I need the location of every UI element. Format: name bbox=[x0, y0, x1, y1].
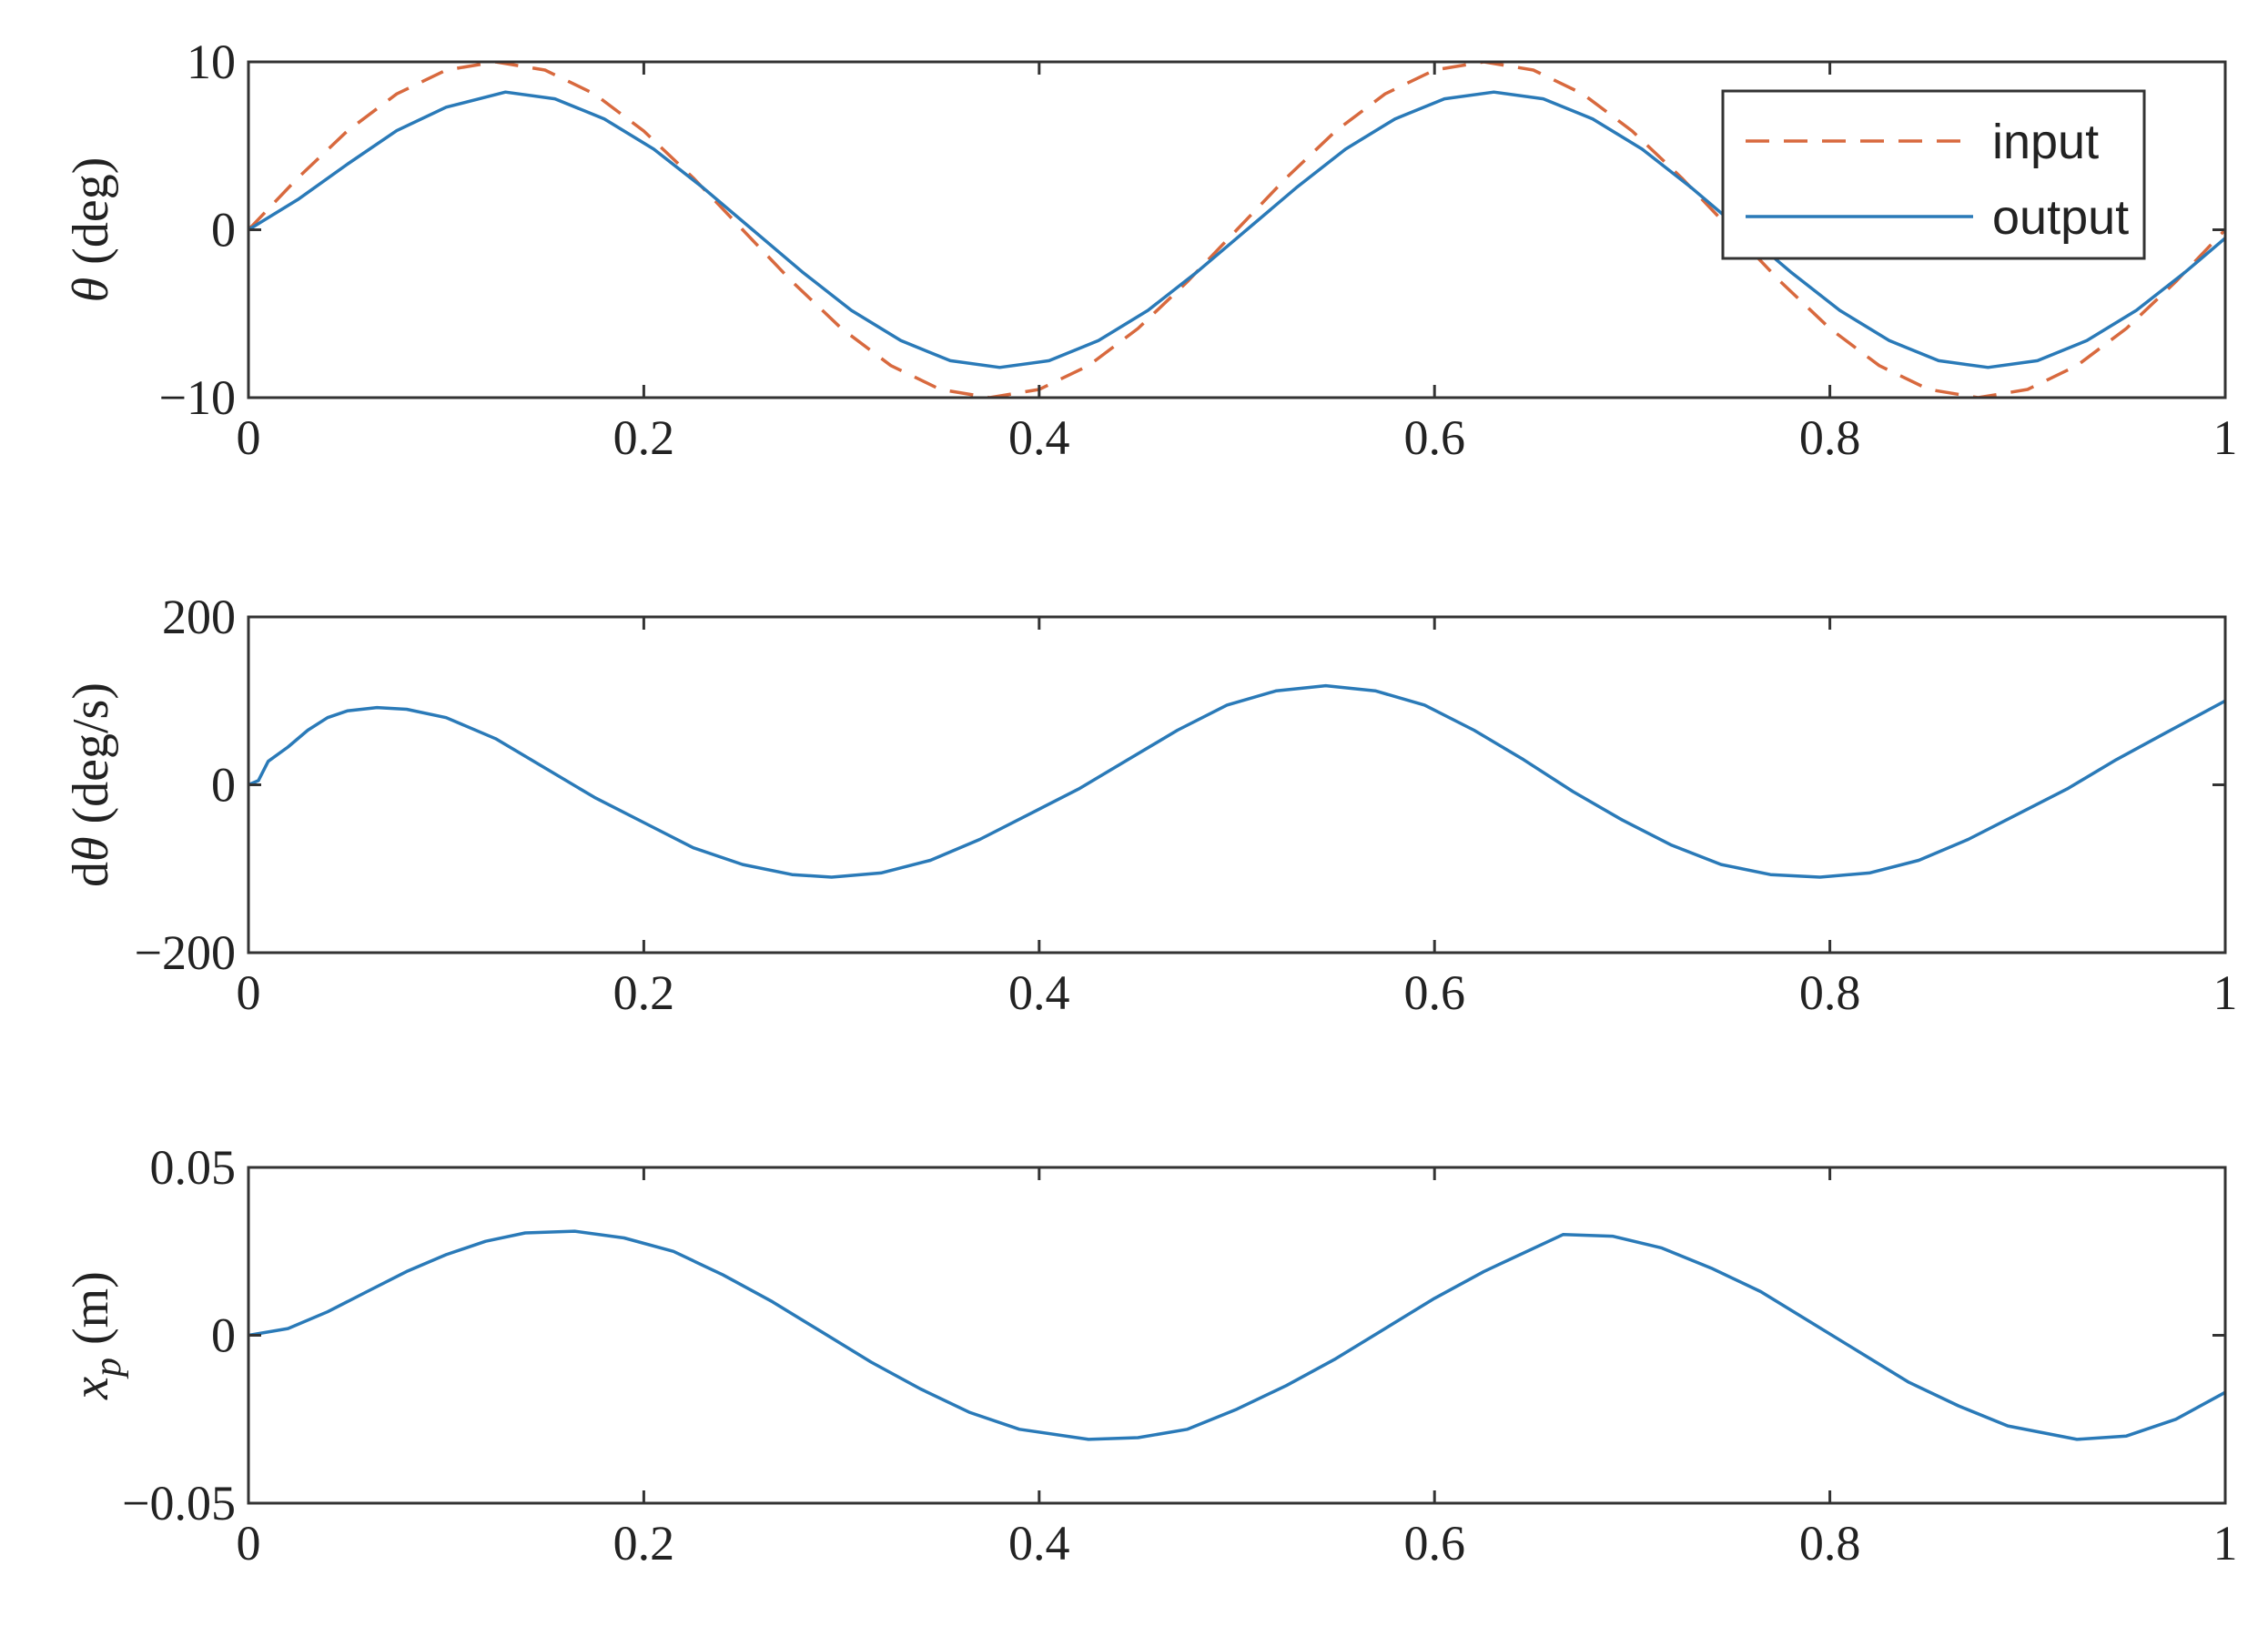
y-axis-label: dθ (deg/s) bbox=[63, 682, 119, 887]
y-tick-label: 0 bbox=[211, 203, 236, 258]
y-tick-label: 0 bbox=[211, 758, 236, 813]
y-axis-label-symbol: θ bbox=[63, 278, 119, 303]
y-tick-label: 0.05 bbox=[150, 1140, 237, 1195]
x-tick-label: 0.8 bbox=[1799, 965, 1861, 1020]
series-line-dtheta bbox=[248, 683, 2225, 879]
y-tick-label: 0 bbox=[211, 1308, 236, 1363]
y-axis-label-unit: (deg/s) bbox=[63, 682, 119, 837]
y-tick-label: 200 bbox=[162, 590, 236, 644]
y-axis-label-subscript: p bbox=[87, 1358, 129, 1379]
x-tick-label: 0.6 bbox=[1403, 1516, 1465, 1570]
y-tick-label: −10 bbox=[159, 370, 236, 425]
y-axis-label-unit: (m) bbox=[63, 1271, 119, 1358]
x-tick-label: 0 bbox=[237, 965, 261, 1020]
x-tick-label: 1 bbox=[2213, 1516, 2238, 1570]
x-tick-label: 0 bbox=[237, 410, 261, 465]
x-tick-label: 1 bbox=[2213, 965, 2238, 1020]
x-tick-label: 0 bbox=[237, 1516, 261, 1570]
x-tick-label: 0.6 bbox=[1403, 965, 1465, 1020]
x-tick-label: 0.2 bbox=[613, 965, 675, 1020]
x-tick-label: 0.4 bbox=[1008, 1516, 1070, 1570]
series-line-xp bbox=[248, 1229, 2225, 1441]
y-tick-label: −200 bbox=[135, 925, 236, 980]
x-tick-label: 0.6 bbox=[1403, 410, 1465, 465]
x-tick-label: 0.8 bbox=[1799, 410, 1861, 465]
y-tick-label: 10 bbox=[187, 35, 236, 89]
legend-label-output: output bbox=[1992, 190, 2129, 245]
series-line-input bbox=[248, 62, 2225, 398]
series-line-output bbox=[248, 90, 2225, 369]
y-axis-label-symbol: θ bbox=[63, 837, 119, 863]
x-tick-label: 0.4 bbox=[1008, 965, 1070, 1020]
x-tick-label: 0.2 bbox=[613, 1516, 675, 1570]
x-tick-label: 1 bbox=[2213, 410, 2238, 465]
y-tick-label: −0.05 bbox=[122, 1476, 236, 1530]
y-axis-label: θ (deg) bbox=[63, 157, 119, 303]
x-tick-label: 0.8 bbox=[1799, 1516, 1861, 1570]
x-tick-label: 0.2 bbox=[613, 410, 675, 465]
y-axis-label-prefix: d bbox=[63, 862, 119, 887]
y-axis-label-unit: (deg) bbox=[63, 157, 119, 278]
y-axis-label-symbol: x bbox=[63, 1377, 119, 1400]
legend-box bbox=[1721, 89, 2146, 260]
legend-label-input: input bbox=[1992, 115, 2099, 169]
x-tick-label: 0.4 bbox=[1008, 410, 1070, 465]
y-axis-label: xp (m) bbox=[63, 1271, 129, 1400]
